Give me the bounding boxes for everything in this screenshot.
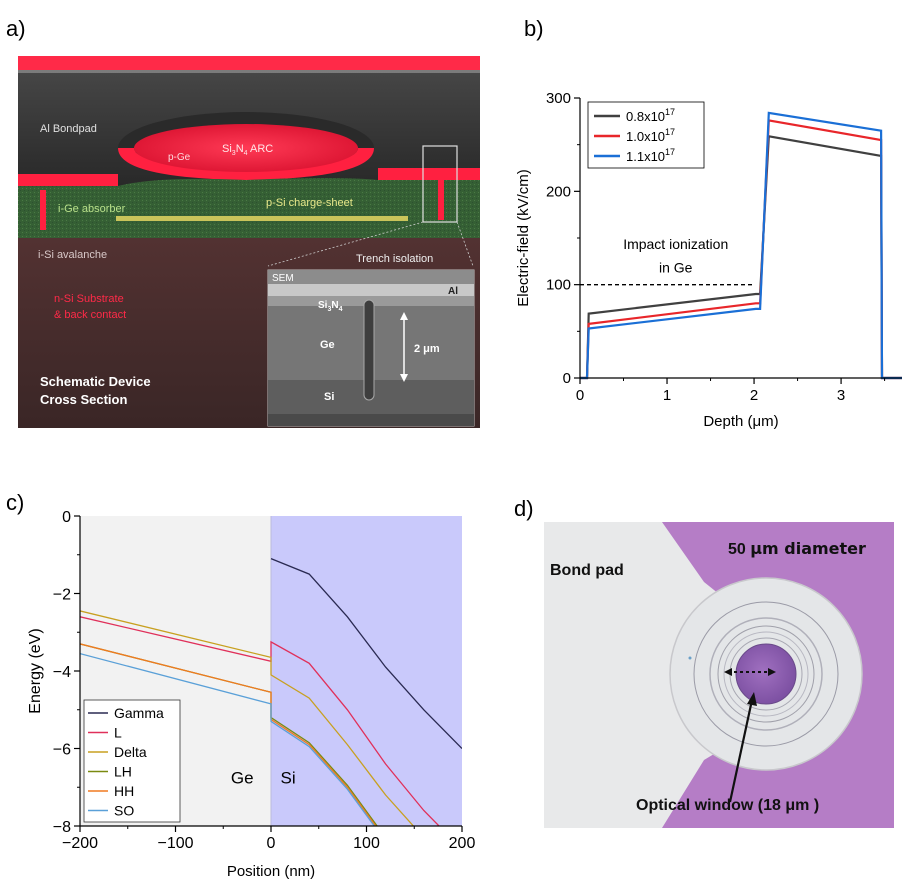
x-axis-label-b: Depth (μm) [703,413,778,430]
label-trench-isolation: Trench isolation [356,253,433,265]
legend-label-c-4: HH [114,783,134,799]
x-tick-label-c: 200 [449,835,476,852]
legend-label-c-5: SO [114,803,134,819]
label-optical-window: Optical window (18 μm ) [636,797,819,814]
x-tick-label-c: 100 [353,835,380,852]
legend-label-c-0: Gamma [114,705,164,721]
trench-highlight-box [422,145,458,223]
sem-sin-label: Si3N4 [318,300,343,313]
x-tick-label-b: 0 [576,387,584,404]
x-tick-label-c: −100 [157,835,193,852]
y-tick-label-c: 0 [62,509,71,526]
optical-window [735,643,797,705]
series-line-c-0 [270,557,462,749]
legend-label-c-3: LH [114,764,132,780]
y-tick-label-c: −8 [53,819,71,836]
series-line-b-0 [580,135,902,380]
y-tick-label-c: −4 [53,664,71,681]
legend-b: 0.8x1017 1.0x1017 1.1x1017 [587,101,705,169]
label-nsi-substrate: n-Si Substrate [54,293,124,305]
x-tick-label-b: 3 [837,387,845,404]
series-line-c-5 [80,652,376,826]
label-bond-pad: Bond pad [550,562,624,579]
bond-pad-shape [544,522,744,828]
region-si [271,516,462,826]
sem-ge-label: Ge [320,339,335,351]
band-energy-chart: 0 −2 −4 −6 −8−200 −100 0 100 200 Gamma L Delta LH HH… [27,509,476,880]
x-tick-label-c: 0 [267,835,276,852]
threshold-label-1: Impact ionization [623,236,728,252]
x-tick-label-b: 1 [663,387,671,404]
sem-al-label: Al [448,286,458,297]
label-ige-absorber: i-Ge absorber [58,203,126,215]
label-back-contact: & back contact [54,309,126,321]
label-schematic-1: Schematic Device [40,374,151,389]
threshold-label-2: in Ge [659,260,693,276]
label-diameter: 50 μm diameter [728,539,866,558]
region-label-ge: Ge [231,768,254,787]
y-tick-label-b: 100 [546,277,571,294]
sem-scale-label: 2 μm [414,343,440,355]
region-label-si: Si [281,768,296,787]
sem-si-label: Si [324,391,334,403]
label-p-ge: p-Ge [168,152,191,163]
legend-c: Gamma L Delta LH HH SO [83,699,181,823]
y-tick-label-b: 200 [546,183,571,200]
series-line-c-4 [80,643,377,826]
y-tick-label-c: −2 [53,587,71,604]
panel-label-a: a) [6,16,26,41]
sem-title: SEM [272,273,294,284]
series-line-c-2 [80,610,415,826]
x-tick-label-b: 2 [750,387,758,404]
legend-label-c-2: Delta [114,744,147,760]
y-tick-label-c: −6 [53,742,71,759]
y-tick-label-b: 300 [546,90,571,107]
label-schematic-2: Cross Section [40,392,127,407]
y-tick-label-b: 0 [563,370,571,387]
panel-label-d: d) [514,496,534,521]
optical-micrograph: Bond pad 50 μm diameter Optical window (… [544,522,894,828]
ge-absorber-layer [18,178,480,238]
label-arc: Si3N4 ARC [222,143,273,157]
legend-label-c-1: L [114,725,122,741]
legend-label-b-2: 1.1x1017 [626,147,675,164]
label-isi-avalanche: i-Si avalanche [38,249,107,261]
sem-inset: SEM Al Si3N4 Ge Si 2 μm [267,269,475,427]
legend-label-b-0: 0.8x1017 [626,107,675,124]
panel-label-c: c) [6,490,25,515]
series-line-b-2 [580,111,902,380]
label-al-bondpad: Al Bondpad [40,123,97,135]
x-tick-label-c: −200 [62,835,98,852]
y-axis-label-c: Energy (eV) [27,628,44,713]
legend-label-b-1: 1.0x1017 [626,127,675,144]
label-psi-charge-sheet: p-Si charge-sheet [266,197,353,209]
charge-sheet-layer [116,216,408,221]
device-cross-section: Al Bondpad p-Ge Si3N4 ARC i-Ge absorber … [18,56,480,428]
arc-window [134,124,358,172]
x-axis-label-c: Position (nm) [227,863,315,880]
panel-label-b: b) [524,16,544,41]
y-axis-label-b: Electric-field (kV/cm) [515,169,532,307]
window-pointer-arrow [728,699,754,803]
